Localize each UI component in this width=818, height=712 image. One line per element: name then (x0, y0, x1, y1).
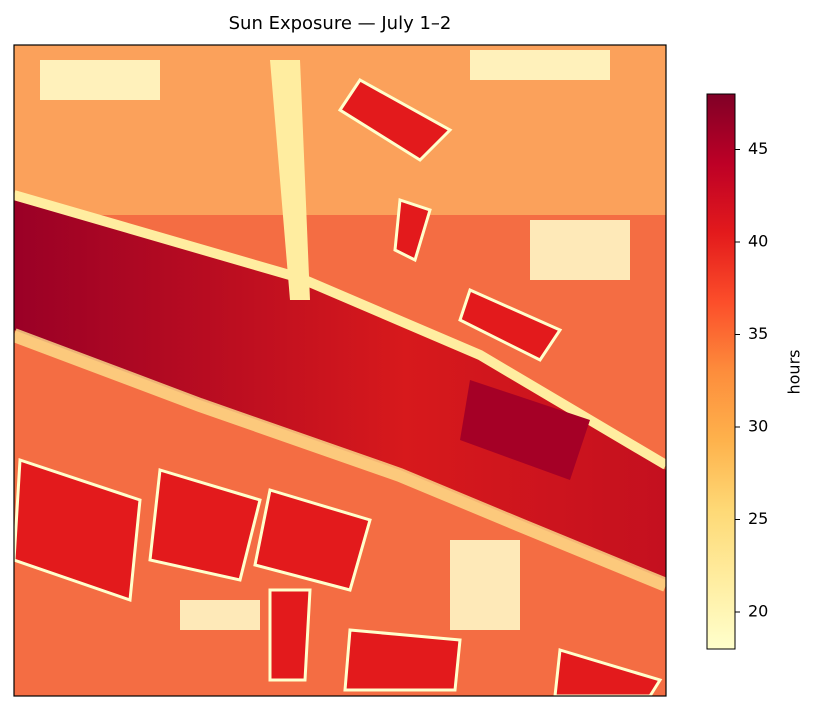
colorbar-tick-label: 40 (748, 232, 768, 251)
colorbar-tick-label: 20 (748, 602, 768, 621)
colorbar-label: hours (785, 350, 804, 395)
colorbar-tick-label: 25 (748, 509, 768, 528)
colorbar-tick-label: 30 (748, 417, 768, 436)
heatmap-image (14, 45, 666, 696)
colorbar-tick-label: 35 (748, 324, 768, 343)
chart-title: Sun Exposure — July 1–2 (229, 13, 452, 34)
colorbar (706, 93, 736, 650)
colorbar-tick-label: 45 (748, 139, 768, 158)
axes-frame (13, 44, 667, 697)
